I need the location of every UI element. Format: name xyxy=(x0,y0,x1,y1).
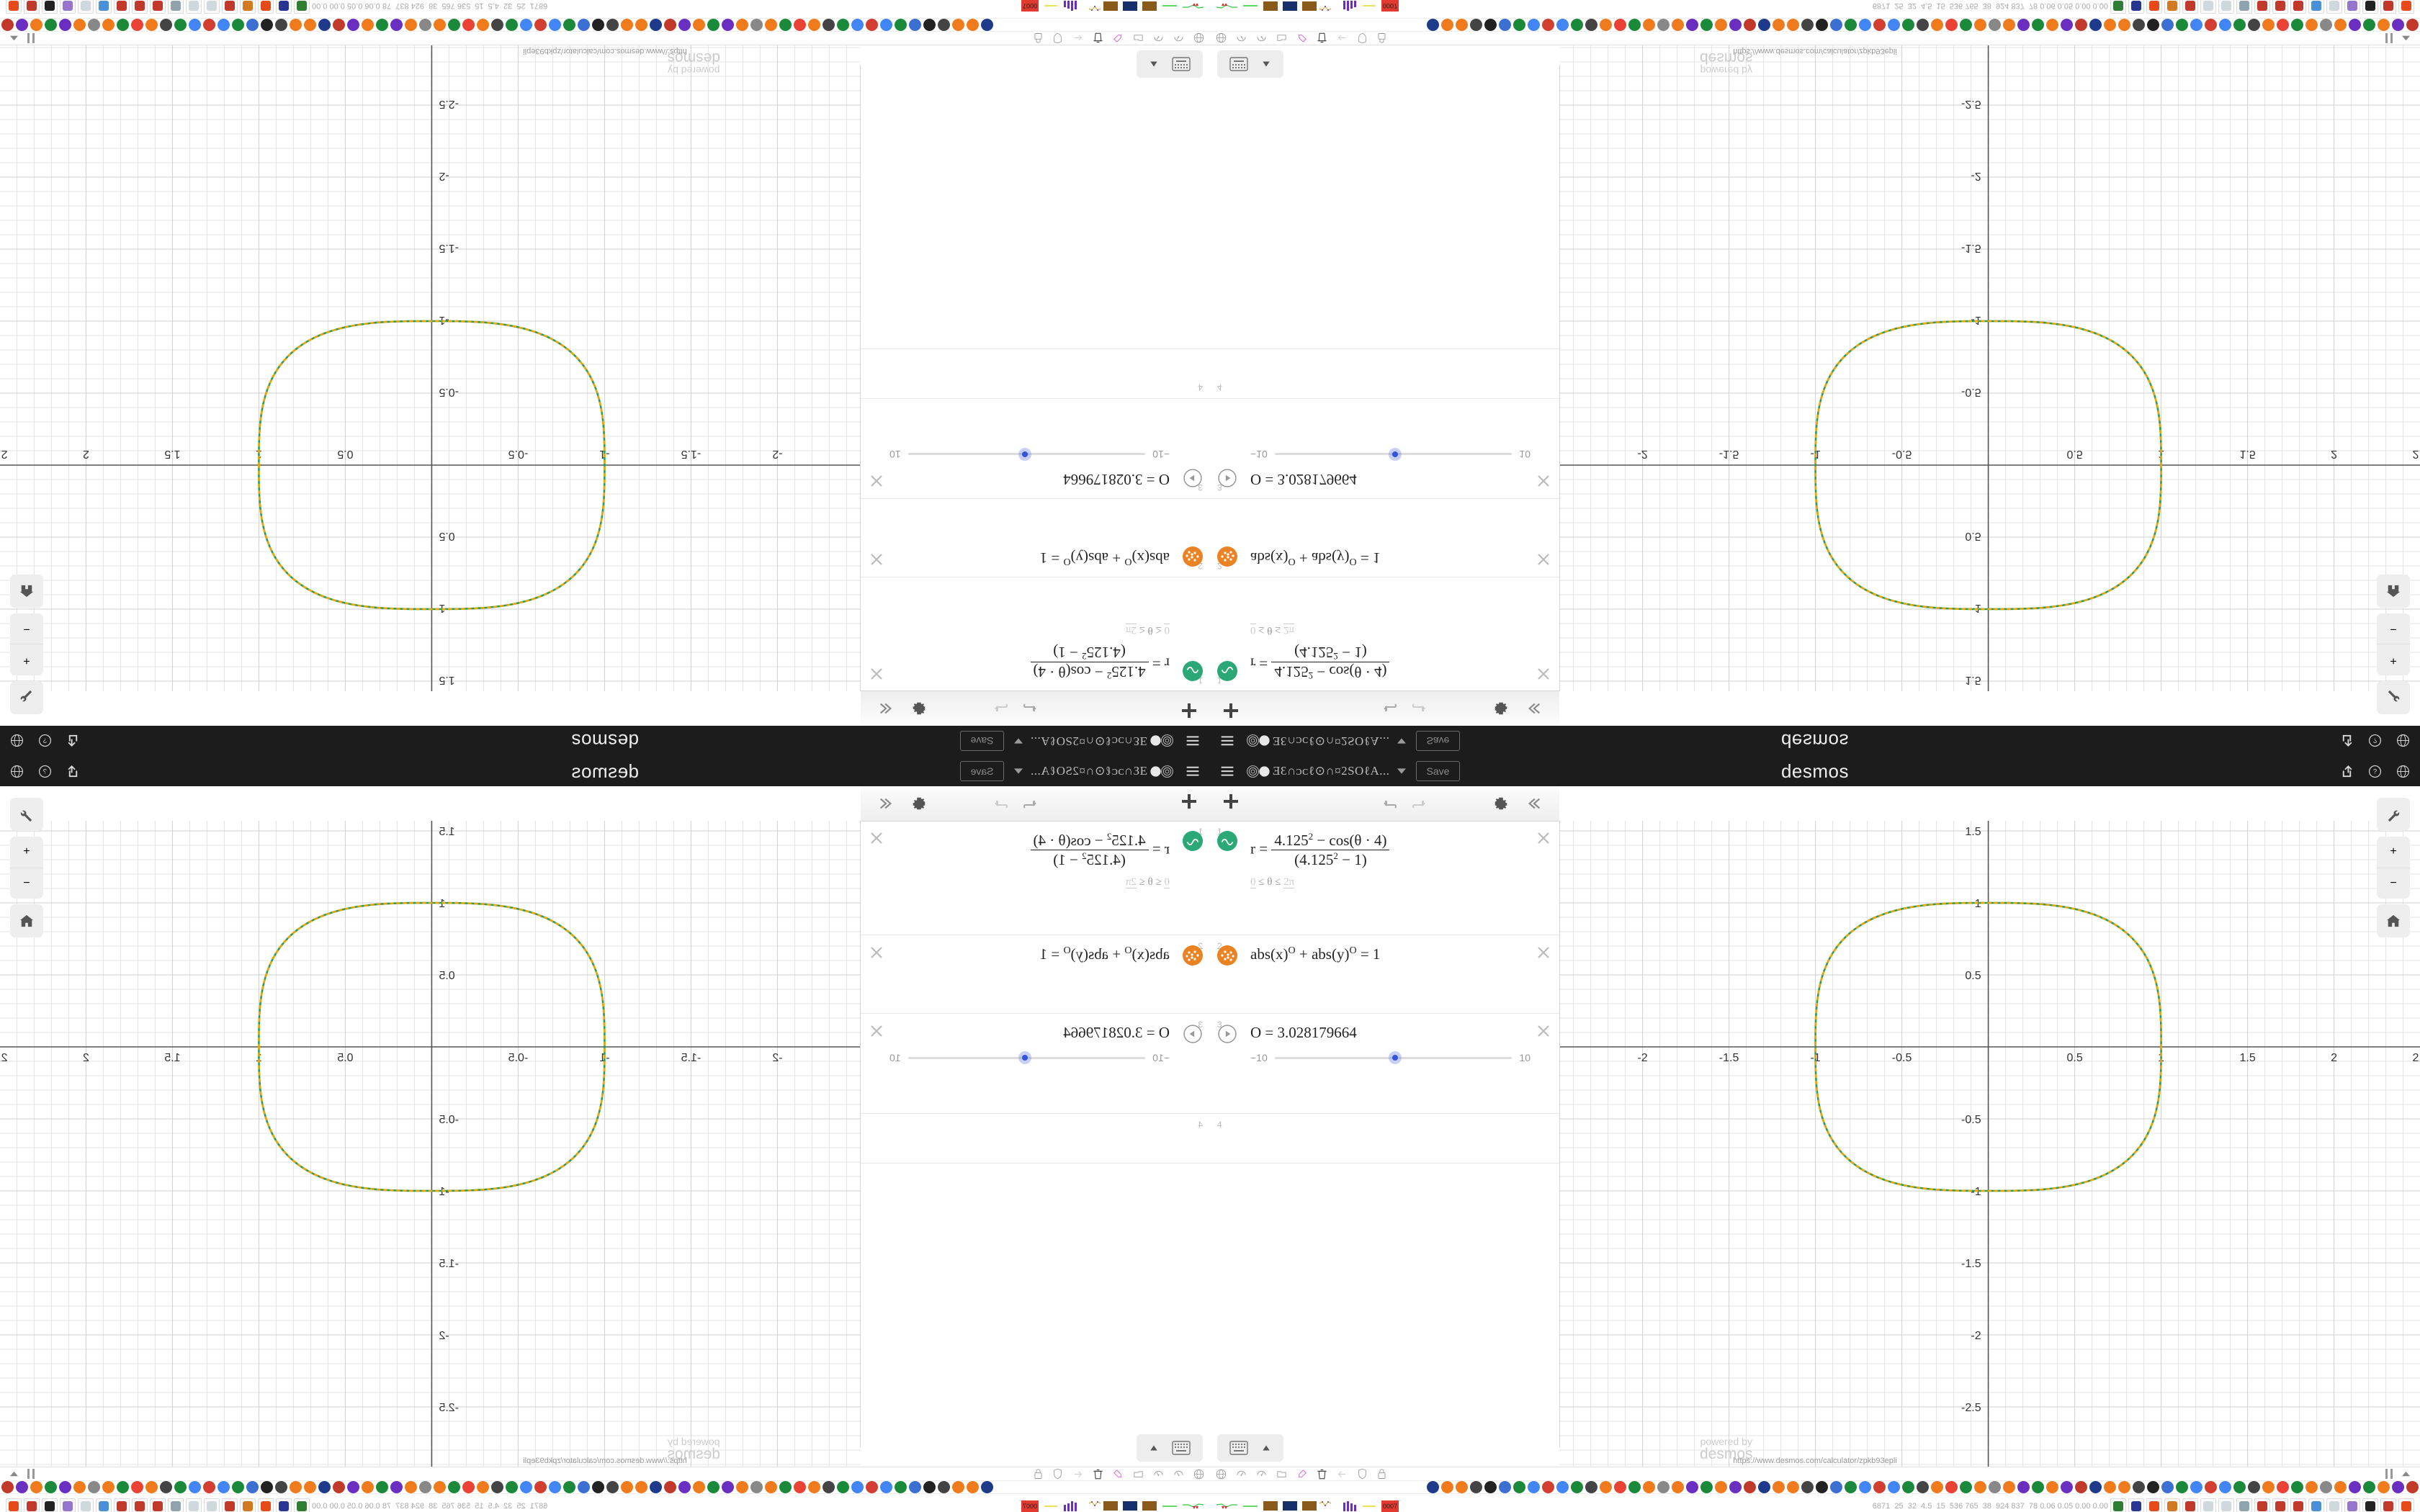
svg-text:1: 1 xyxy=(1975,898,1981,910)
svg-text:0.5: 0.5 xyxy=(337,448,353,460)
svg-text:1: 1 xyxy=(1975,602,1981,614)
svg-text:2: 2 xyxy=(83,1052,89,1064)
svg-text:-0.5: -0.5 xyxy=(1892,1052,1912,1064)
svg-text:1.5: 1.5 xyxy=(2239,448,2255,460)
svg-text:2.5: 2.5 xyxy=(2412,1052,2420,1064)
svg-text:-1.5: -1.5 xyxy=(439,242,459,254)
svg-text:-2: -2 xyxy=(1637,1052,1647,1064)
svg-text:1: 1 xyxy=(439,602,445,614)
svg-text:-0.5: -0.5 xyxy=(439,1114,459,1126)
svg-text:1.5: 1.5 xyxy=(439,674,454,686)
svg-text:1.5: 1.5 xyxy=(164,448,180,460)
svg-text:-2.5: -2.5 xyxy=(439,98,459,110)
svg-text:1.5: 1.5 xyxy=(2239,1052,2255,1064)
svg-text:0.5: 0.5 xyxy=(1965,970,1981,982)
svg-text:-0.5: -0.5 xyxy=(439,386,459,398)
svg-text:1.5: 1.5 xyxy=(439,826,454,838)
svg-text:-1.5: -1.5 xyxy=(1719,1052,1739,1064)
svg-text:-1.5: -1.5 xyxy=(1961,1258,1981,1270)
svg-text:-2: -2 xyxy=(439,170,449,182)
svg-text:2: 2 xyxy=(2331,1052,2337,1064)
svg-text:0.5: 0.5 xyxy=(337,1052,353,1064)
svg-text:-1: -1 xyxy=(439,1186,449,1198)
svg-text:-2: -2 xyxy=(772,448,782,460)
svg-text:2: 2 xyxy=(83,448,89,460)
svg-text:-0.5: -0.5 xyxy=(1961,1114,1981,1126)
svg-text:-1.5: -1.5 xyxy=(681,448,702,460)
svg-text:-0.5: -0.5 xyxy=(508,448,529,460)
svg-text:?: ? xyxy=(43,737,47,744)
svg-text:-1: -1 xyxy=(439,314,449,326)
svg-text:1.5: 1.5 xyxy=(164,1052,180,1064)
svg-text:2.5: 2.5 xyxy=(0,448,8,460)
svg-text:2.5: 2.5 xyxy=(2412,448,2420,460)
svg-text:2.5: 2.5 xyxy=(0,1052,8,1064)
svg-text:1.5: 1.5 xyxy=(1965,826,1981,838)
svg-text:-0.5: -0.5 xyxy=(508,1052,529,1064)
svg-text:-0.5: -0.5 xyxy=(1961,386,1981,398)
svg-text:-2: -2 xyxy=(1971,170,1981,182)
svg-text:?: ? xyxy=(2373,737,2377,744)
svg-text:0.5: 0.5 xyxy=(439,530,454,542)
svg-text:-1.5: -1.5 xyxy=(681,1052,702,1064)
svg-text:-2: -2 xyxy=(1637,448,1647,460)
svg-text:0.5: 0.5 xyxy=(1965,530,1981,542)
svg-text:0.5: 0.5 xyxy=(439,970,454,982)
svg-text:-2.5: -2.5 xyxy=(1961,98,1981,110)
svg-text:1: 1 xyxy=(439,898,445,910)
svg-text:-1.5: -1.5 xyxy=(439,1258,459,1270)
svg-text:-2: -2 xyxy=(772,1052,782,1064)
svg-text:-1.5: -1.5 xyxy=(1719,448,1739,460)
svg-text:0.5: 0.5 xyxy=(2066,448,2082,460)
svg-text:0.5: 0.5 xyxy=(2066,1052,2082,1064)
svg-text:1.5: 1.5 xyxy=(1965,674,1981,686)
svg-text:-2: -2 xyxy=(439,1330,449,1342)
svg-text:?: ? xyxy=(43,768,47,775)
svg-text:-2: -2 xyxy=(1971,1330,1981,1342)
svg-text:-1: -1 xyxy=(1971,1186,1981,1198)
svg-text:-0.5: -0.5 xyxy=(1892,448,1912,460)
svg-text:-1.5: -1.5 xyxy=(1961,242,1981,254)
svg-text:-2.5: -2.5 xyxy=(1961,1402,1981,1414)
svg-text:-1: -1 xyxy=(1971,314,1981,326)
svg-text:-2.5: -2.5 xyxy=(439,1402,459,1414)
svg-text:?: ? xyxy=(2373,768,2377,775)
svg-text:2: 2 xyxy=(2331,448,2337,460)
